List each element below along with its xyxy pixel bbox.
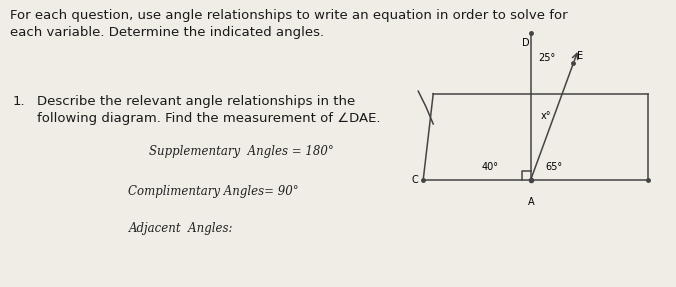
Text: x°: x° xyxy=(541,111,552,121)
Text: Describe the relevant angle relationships in the
following diagram. Find the mea: Describe the relevant angle relationship… xyxy=(37,95,381,125)
Text: 1.: 1. xyxy=(12,95,25,108)
Text: 40°: 40° xyxy=(481,162,498,172)
Text: Complimentary Angles= 90°: Complimentary Angles= 90° xyxy=(128,185,299,198)
Text: D: D xyxy=(522,38,529,48)
Text: 65°: 65° xyxy=(546,162,563,172)
Text: 25°: 25° xyxy=(538,53,556,63)
Text: For each question, use angle relationships to write an equation in order to solv: For each question, use angle relationshi… xyxy=(10,9,568,39)
Text: C: C xyxy=(412,174,418,185)
Text: Supplementary  Angles = 180°: Supplementary Angles = 180° xyxy=(149,145,333,158)
Text: A: A xyxy=(527,197,534,207)
Text: Adjacent  Angles:: Adjacent Angles: xyxy=(128,222,233,235)
Text: E: E xyxy=(577,51,583,61)
